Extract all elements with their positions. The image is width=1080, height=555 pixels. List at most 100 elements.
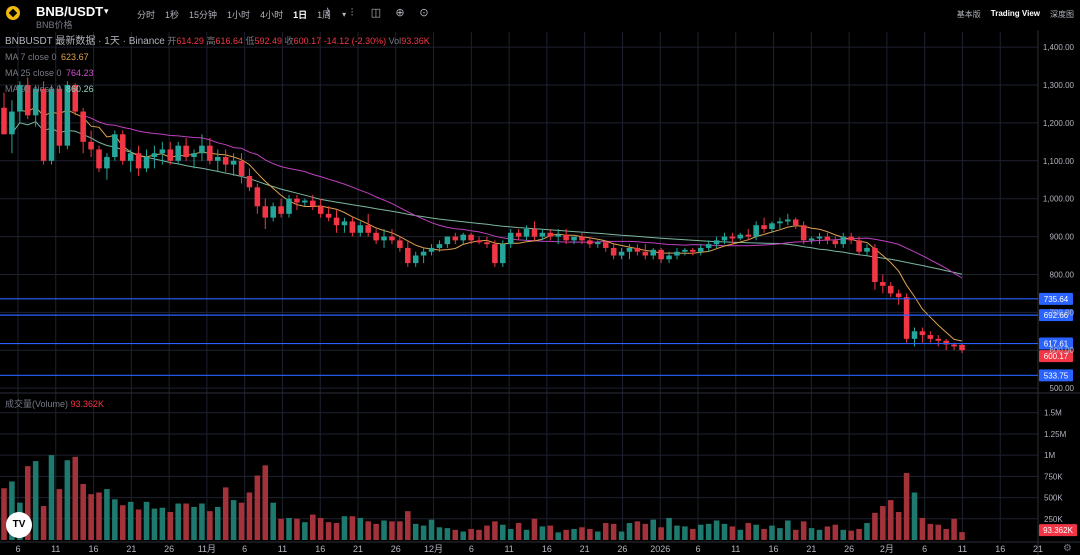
candle-body <box>310 200 316 207</box>
x-tick-label: 6 <box>15 544 20 554</box>
interval-tab-active[interactable]: 1日 <box>293 10 308 20</box>
volume-bar <box>650 519 656 540</box>
view-basic[interactable]: 基本版 <box>956 10 981 19</box>
x-tick-label: 2月 <box>880 544 894 554</box>
volume-bar <box>238 502 245 540</box>
pair-title[interactable]: BNB/USDT <box>36 4 104 19</box>
volume-bar <box>713 520 720 540</box>
ma7-legend[interactable]: MA 7 close 0 623.67 <box>5 49 430 65</box>
x-tick-label: 21 <box>353 544 363 554</box>
volume-bar <box>175 503 181 540</box>
candle-body <box>919 331 926 336</box>
chart-type-icon[interactable]: ⫶ <box>350 7 354 19</box>
candle-body <box>595 242 601 245</box>
candle-body <box>792 219 799 226</box>
candle-body <box>618 251 625 256</box>
volume-bar <box>151 508 158 540</box>
interval-dropdown-icon[interactable]: ▾ <box>342 10 347 19</box>
volume-bar <box>24 466 31 540</box>
volume-bar <box>302 522 308 540</box>
candle-body <box>579 236 585 241</box>
candle-body <box>753 225 759 237</box>
chevron-down-icon[interactable]: ▾ <box>104 6 109 16</box>
last-price-label: 600.17 <box>1044 352 1069 361</box>
candle-body <box>317 206 324 214</box>
volume-bar <box>690 528 696 540</box>
candle-body <box>785 219 791 222</box>
ma99-legend[interactable]: MA 99 close 0 860.26 <box>5 81 430 97</box>
volume-bar <box>183 503 189 540</box>
candle-body <box>302 200 308 203</box>
ma7-label: MA 7 close 0 <box>5 52 57 62</box>
volume-bar <box>286 517 292 540</box>
interval-tabs: 分时 1秒 15分钟 1小时 4小时 1日 1周 ▾ <box>132 8 346 22</box>
volume-bar <box>88 494 94 540</box>
settings-icon[interactable]: ⊙ <box>419 7 429 19</box>
close-label: 收 <box>284 36 294 46</box>
volume-bar <box>365 521 371 540</box>
price-tick-label: 600.00 <box>1050 346 1075 355</box>
indicator-icon[interactable]: ⌇ <box>325 7 331 19</box>
volume-bar <box>389 521 395 540</box>
volume-bar <box>214 506 221 540</box>
volume-bar <box>40 506 47 540</box>
candle-body <box>682 249 688 252</box>
volume-bar <box>333 523 340 540</box>
view-switch: 基本版 Trading View 深度图 <box>957 9 1074 20</box>
interval-tab[interactable]: 1秒 <box>165 10 180 20</box>
add-icon[interactable]: ⊕ <box>395 7 405 19</box>
candle-body <box>666 255 672 260</box>
camera-icon[interactable]: ◫ <box>370 7 382 19</box>
legend-title: BNBUSDT 最新数据 · 1天 · Binance <box>5 36 165 47</box>
horizontal-line-label-bg <box>1039 309 1073 322</box>
candle-body <box>555 234 561 237</box>
volume-bar <box>9 481 15 540</box>
volume-bar <box>460 531 466 540</box>
volume-tick-label: 1M <box>1044 451 1055 460</box>
candle-body <box>531 228 538 237</box>
candle-body <box>523 228 530 237</box>
interval-tab[interactable]: 1周 <box>317 10 332 20</box>
candle-body <box>848 236 854 241</box>
volume-bar <box>199 503 205 540</box>
volume-bar <box>112 499 118 540</box>
low-value: 592.49 <box>254 36 283 46</box>
volume-bar <box>278 518 284 540</box>
gear-icon[interactable]: ⚙ <box>1063 543 1072 554</box>
volume-bar <box>325 522 332 540</box>
volume-bar <box>405 511 411 540</box>
horizontal-line-label-bg <box>1039 292 1073 305</box>
candle-body <box>88 141 94 150</box>
ma25-legend[interactable]: MA 25 close 0 764.23 <box>5 65 430 81</box>
candle-body <box>207 145 213 161</box>
ma7-value: 623.67 <box>61 52 89 62</box>
volume-bar <box>848 530 854 540</box>
volume-bar <box>816 529 823 540</box>
volume-bar <box>595 531 601 540</box>
candle-body <box>230 160 237 165</box>
interval-tab[interactable]: 15分钟 <box>189 10 218 20</box>
candle-body <box>887 285 894 294</box>
view-tradingview[interactable]: Trading View <box>990 9 1040 18</box>
candle-body <box>40 88 47 161</box>
volume-legend-value: 93.362K <box>70 399 105 409</box>
candle-body <box>674 251 680 256</box>
x-tick-label: 16 <box>995 544 1005 554</box>
view-depth[interactable]: 深度图 <box>1050 10 1074 19</box>
volume-bar <box>96 492 102 540</box>
interval-tab[interactable]: 4小时 <box>260 10 284 20</box>
last-volume-label-bg <box>1039 524 1077 537</box>
ma7-line <box>19 106 963 342</box>
candle-body <box>816 236 823 239</box>
interval-tab[interactable]: 1小时 <box>227 10 251 20</box>
interval-tab[interactable]: 分时 <box>137 10 156 20</box>
ma25-label: MA 25 close 0 <box>5 68 62 78</box>
volume-bar <box>64 460 71 540</box>
candle-body <box>183 145 189 158</box>
x-tick-label: 21 <box>580 544 590 554</box>
candle-body <box>325 213 332 218</box>
tradingview-logo-icon[interactable]: TV <box>6 512 32 538</box>
x-tick-label: 26 <box>164 544 174 554</box>
candle-body <box>397 240 403 248</box>
